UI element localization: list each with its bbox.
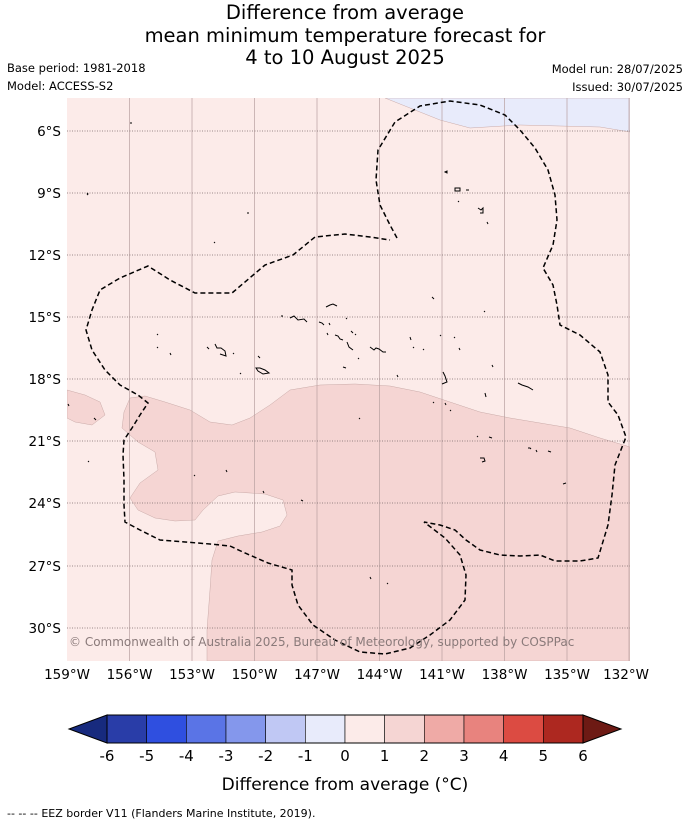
colorbar-label: Difference from average (°C): [222, 775, 469, 795]
latitude-labels: 6°S 9°S 12°S 15°S 18°S 21°S 24°S 27°S 30…: [29, 124, 62, 637]
colorbar-under-arrow: [67, 714, 108, 744]
colorbar-tick-label: 4: [499, 747, 509, 765]
colorbar-cell: [463, 714, 504, 744]
colorbar-tick-label: 1: [380, 747, 390, 765]
lon-label: 141°W: [419, 667, 465, 683]
lat-label: 30°S: [29, 621, 62, 637]
lon-label: 132°W: [603, 667, 649, 683]
eez-dash-sample: -- -- --: [7, 807, 38, 820]
colorbar-cell: [106, 714, 147, 744]
longitude-labels: 159°W 156°W 153°W 150°W 147°W 144°W 141°…: [44, 667, 649, 683]
title-line-1: Difference from average: [225, 1, 465, 24]
issued-text: Issued: 30/07/2025: [572, 80, 683, 94]
lat-label: 6°S: [37, 124, 61, 140]
colorbar-frame: [106, 714, 584, 744]
copyright-text: © Commonwealth of Australia 2025, Bureau…: [69, 635, 574, 649]
colorbar-tick-label: 0: [340, 747, 350, 765]
lat-label: 21°S: [29, 434, 62, 450]
anomaly-1-2-region: [121, 383, 630, 661]
lat-label: 9°S: [37, 186, 61, 202]
lat-label: 27°S: [29, 559, 62, 575]
colorbar-tick-label: 3: [459, 747, 469, 765]
colorbar-cell: [225, 714, 266, 744]
base-period-text: Base period: 1981-2018: [7, 61, 146, 75]
colorbar-tick-label: -2: [258, 747, 273, 765]
colorbar-cell: [186, 714, 227, 744]
title-line-3: 4 to 10 August 2025: [245, 46, 445, 69]
anomaly-neg1-0-region: [384, 98, 630, 133]
islands: [67, 122, 567, 585]
lat-label: 12°S: [29, 248, 62, 264]
colorbar-tick-label: -3: [219, 747, 234, 765]
colorbar-cell: [503, 714, 544, 744]
colorbar-tick-label: -5: [139, 747, 154, 765]
colorbar-cell: [384, 714, 425, 744]
colorbar-tick-label: 6: [578, 747, 588, 765]
colorbar-cell: [305, 714, 346, 744]
map-title: Difference from average mean minimum tem…: [0, 1, 690, 70]
map-panel: © Commonwealth of Australia 2025, Bureau…: [67, 98, 630, 661]
lon-label: 135°W: [544, 667, 590, 683]
anomaly-1-2-west-blob: [67, 389, 106, 426]
colorbar-cell: [344, 714, 385, 744]
colorbar-cell: [146, 714, 187, 744]
lat-label: 18°S: [29, 372, 62, 388]
lon-label: 147°W: [294, 667, 340, 683]
colorbar-cells: [106, 714, 584, 744]
colorbar-tick-label: 2: [420, 747, 430, 765]
meridian-lines: [129, 98, 630, 661]
colorbar-tick-label: 5: [539, 747, 549, 765]
colorbar-cell: [424, 714, 465, 744]
colorbar-tick-label: -4: [179, 747, 194, 765]
lon-label: 144°W: [357, 667, 403, 683]
colorbar-cell: [265, 714, 306, 744]
colorbar: -6 -5 -4 -3 -2 -1 0 1 2 3 4 5 6 Difference from aver…: [67, 714, 623, 795]
colorbar-tick-label: -6: [100, 747, 115, 765]
model-text: Model: ACCESS-S2: [7, 79, 114, 93]
lon-label: 153°W: [169, 667, 215, 683]
lon-label: 159°W: [44, 667, 90, 683]
colorbar-ticks: -6 -5 -4 -3 -2 -1 0 1 2 3 4 5 6: [100, 747, 588, 765]
colorbar-tick-label: -1: [298, 747, 313, 765]
meta-left: Base period: 1981-2018 Model: ACCESS-S2: [7, 59, 146, 95]
eez-legend-text: EEZ border V11 (Flanders Marine Institut…: [41, 807, 316, 820]
lon-label: 150°W: [232, 667, 278, 683]
eez-border: [85, 100, 627, 655]
colorbar-over-arrow: [582, 714, 623, 744]
colorbar-cell: [543, 714, 584, 744]
lon-label: 156°W: [107, 667, 153, 683]
meta-right: Model run: 28/07/2025 Issued: 30/07/2025: [552, 60, 683, 96]
title-line-2: mean minimum temperature forecast for: [144, 23, 546, 47]
lat-label: 24°S: [29, 496, 62, 512]
lon-label: 138°W: [482, 667, 528, 683]
model-run-text: Model run: 28/07/2025: [551, 62, 683, 76]
footer-legend: -- -- -- EEZ border V11 (Flanders Marine…: [7, 807, 315, 820]
lat-label: 15°S: [29, 310, 62, 326]
